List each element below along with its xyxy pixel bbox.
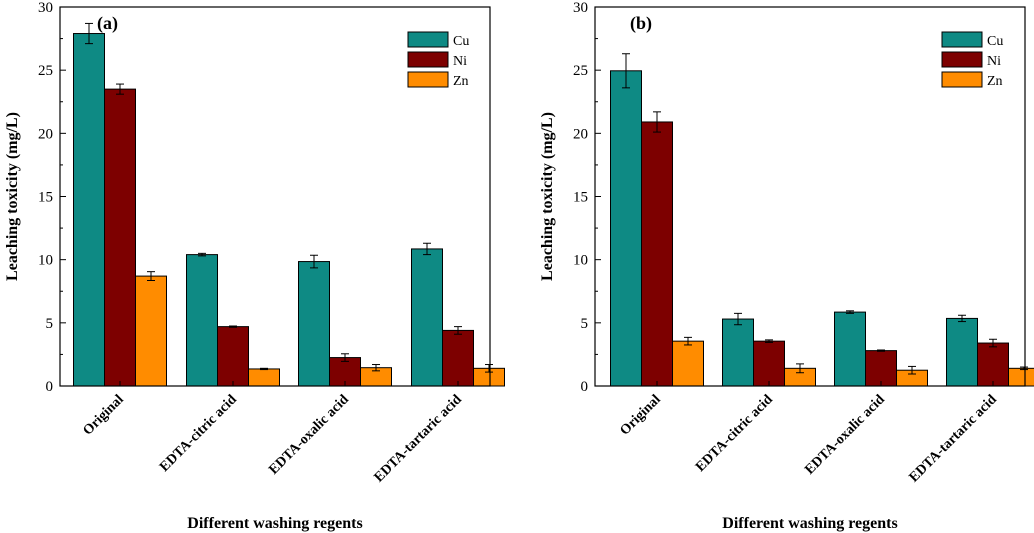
x-axis-title: Different washing regents [722, 515, 897, 532]
y-tick-label: 5 [581, 316, 589, 332]
bar-zn [1008, 367, 1034, 387]
bar-zn [672, 340, 704, 387]
y-axis-title: Leaching toxicity (mg/L) [539, 112, 556, 281]
legend-label-ni: Ni [453, 54, 467, 69]
legend-swatch-ni [941, 51, 983, 68]
bar-ni [865, 350, 897, 387]
y-axis-title: Leaching toxicity (mg/L) [4, 112, 21, 281]
bar-zn [135, 275, 167, 387]
bar-cu [834, 311, 866, 387]
bar-ni [104, 88, 136, 387]
bar-cu [73, 33, 105, 387]
bar-cu [946, 317, 978, 387]
bar-ni [977, 342, 1009, 387]
x-tick-label: Original [80, 392, 126, 438]
legend-swatch-zn [407, 71, 449, 88]
bar-zn [248, 368, 280, 387]
y-tick-label: 25 [573, 63, 588, 79]
bar-cu [722, 318, 754, 387]
bar-ni [217, 326, 249, 387]
x-tick-label: EDTA-citric acid [693, 392, 776, 475]
legend-label-cu: Cu [453, 34, 469, 49]
y-tick-label: 20 [573, 126, 588, 142]
panel-label: (a) [97, 13, 118, 34]
legend-label-cu: Cu [987, 34, 1003, 49]
y-tick-label: 10 [573, 253, 588, 269]
bar-cu [298, 261, 330, 387]
y-tick-label: 25 [38, 63, 53, 79]
legend-swatch-ni [407, 51, 449, 68]
y-tick-label: 30 [38, 0, 53, 16]
y-tick-label: 15 [38, 190, 53, 206]
y-tick-label: 5 [46, 316, 54, 332]
y-tick-label: 0 [581, 379, 589, 395]
y-tick-label: 30 [573, 0, 588, 16]
x-tick-label: Original [617, 392, 663, 438]
panel-label: (b) [630, 13, 652, 34]
bar-cu [411, 248, 443, 387]
x-axis-title: Different washing regents [187, 515, 362, 532]
y-tick-label: 10 [38, 253, 53, 269]
legend-swatch-cu [407, 31, 449, 48]
bar-ni [442, 329, 474, 387]
legend-swatch-cu [941, 31, 983, 48]
bar-ni [641, 121, 673, 387]
chart-panel-a: 0 5 10 15 20 25 30 Original EDTA-citric acid EDTA… [4, 0, 505, 532]
x-tick-label: EDTA-oxalic acid [266, 392, 352, 478]
legend-label-zn: Zn [453, 74, 469, 89]
x-tick-label: EDTA-citric acid [157, 392, 240, 475]
x-tick-label: EDTA-oxalic acid [802, 392, 888, 478]
y-tick-label: 20 [38, 126, 53, 142]
legend-swatch-zn [941, 71, 983, 88]
bar-cu [186, 254, 218, 387]
y-tick-label: 15 [573, 190, 588, 206]
bar-ni [753, 340, 785, 387]
x-tick-label: EDTA-tartaric acid [372, 392, 465, 485]
legend-label-zn: Zn [987, 74, 1003, 89]
bar-cu [610, 70, 642, 387]
chart-panel-b: 0 5 10 15 20 25 30 Original EDTA-citric acid EDTA… [539, 0, 1034, 532]
legend-label-ni: Ni [987, 54, 1001, 69]
x-tick-label: EDTA-tartaric acid [907, 392, 1000, 485]
y-tick-label: 0 [46, 379, 54, 395]
